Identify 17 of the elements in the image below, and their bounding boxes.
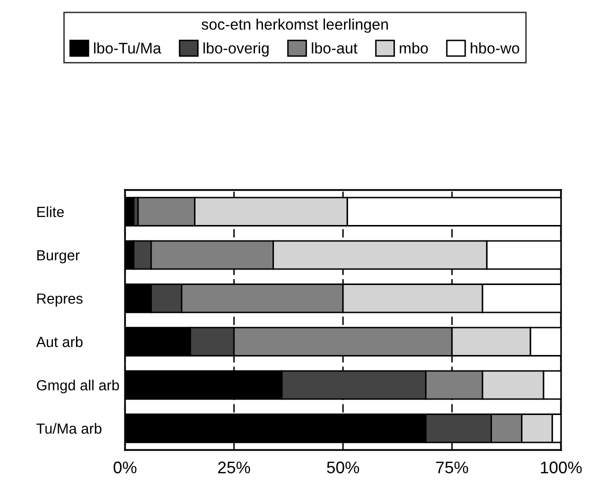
y-tick-label: Aut arb [36, 336, 83, 348]
x-tick-label: 25% [218, 462, 250, 474]
y-tick-label: Elite [37, 206, 64, 218]
x-tick-label: 0% [114, 462, 136, 474]
x-tick-label: 50% [326, 462, 360, 474]
y-tick-label: Tu/Ma arb [36, 423, 102, 434]
legend-label: hbo-wo [470, 42, 520, 54]
legend-label: lbo-aut [312, 42, 358, 54]
y-tick-label: Gmgd all arb [36, 380, 119, 394]
legend-label: lbo-overig [204, 42, 269, 57]
legend-title: soc-etn herkomst leerlingen [202, 18, 388, 33]
x-tick-label: 75% [436, 462, 468, 474]
legend-label: mbo [400, 42, 428, 54]
y-tick-label: Repres [37, 294, 83, 307]
x-tick-label: 100% [540, 462, 582, 474]
legend-label: lbo-Tu/Ma [94, 42, 162, 54]
y-tick-label: Burger [37, 250, 80, 264]
